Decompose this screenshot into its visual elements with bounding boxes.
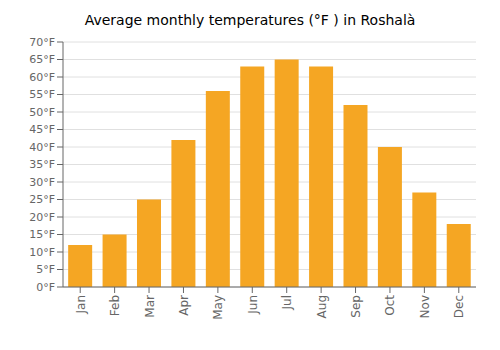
svg-text:20°F: 20°F (29, 211, 55, 224)
svg-text:70°F: 70°F (29, 36, 55, 49)
html-text:Average monthly temperatures (: Average monthly temperatures (°F ) in Ro… (84, 12, 416, 28)
svg-text:35°F: 35°F (29, 158, 55, 171)
svg-text:Mar: Mar (143, 295, 157, 318)
svg-text:Jan: Jan (74, 295, 88, 315)
svg-text:Jul: Jul (280, 295, 294, 310)
svg-text:Feb: Feb (108, 295, 122, 316)
svg-text:Oct: Oct (383, 295, 397, 316)
svg-text:45°F: 45°F (29, 123, 55, 136)
svg-text:Apr: Apr (177, 295, 191, 316)
svg-text:65°F: 65°F (29, 53, 55, 66)
svg-text:60°F: 60°F (29, 71, 55, 84)
svg-text:15°F: 15°F (29, 228, 55, 241)
svg-text:Jun: Jun (246, 295, 260, 315)
svg-text:10°F: 10°F (29, 246, 55, 259)
svg-text:5°F: 5°F (36, 263, 55, 276)
svg-text:Dec: Dec (452, 295, 466, 318)
svg-text:Sep: Sep (349, 295, 363, 318)
svg-text:Nov: Nov (418, 295, 432, 318)
svg-text:50°F: 50°F (29, 106, 55, 119)
svg-text:40°F: 40°F (29, 141, 55, 154)
svg-text:May: May (211, 295, 225, 320)
svg-text:Aug: Aug (315, 295, 329, 318)
svg-text:55°F: 55°F (29, 88, 55, 101)
svg-text:30°F: 30°F (29, 176, 55, 189)
svg-text:0°F: 0°F (36, 281, 55, 294)
svg-text:25°F: 25°F (29, 193, 55, 206)
